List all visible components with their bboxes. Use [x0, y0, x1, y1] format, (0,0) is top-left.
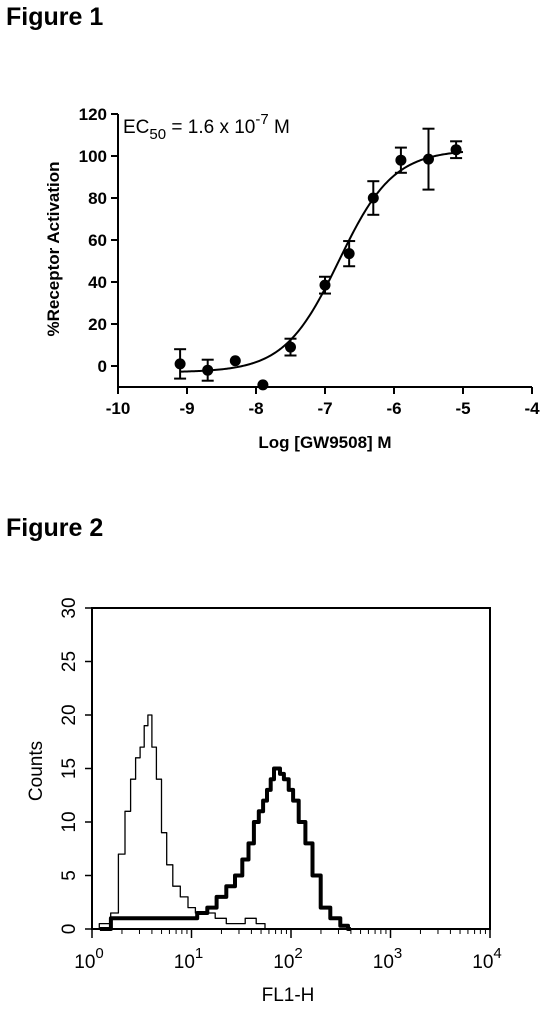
data-point	[257, 379, 269, 391]
data-point	[423, 153, 434, 165]
x-axis-label: Log [GW9508] M	[258, 433, 391, 452]
x-tick-label: -7	[317, 399, 332, 418]
y-tick-label: 120	[79, 105, 107, 124]
y-tick-label: 0	[98, 357, 107, 376]
y-tick-label: 100	[79, 147, 107, 166]
x-tick-label: -6	[386, 399, 401, 418]
x-tick-label: 104	[472, 945, 501, 973]
data-point	[343, 248, 355, 260]
data-point	[450, 144, 462, 156]
data-point	[202, 364, 214, 376]
data-point	[367, 192, 379, 204]
x-axis-label: FL1-H	[262, 985, 315, 1006]
x-tick-label: 102	[273, 945, 302, 973]
x-tick-label: 103	[373, 945, 402, 973]
plot-frame	[91, 607, 491, 930]
y-tick-label: 80	[88, 189, 107, 208]
data-point	[395, 154, 407, 166]
ec50-annotation: EC50 = 1.6 x 10-7 M	[123, 111, 290, 143]
y-tick-label: 25	[59, 651, 80, 672]
figure-2-title: Figure 2	[6, 514, 104, 542]
y-tick-label: 0	[59, 924, 80, 935]
x-tick-label: -8	[248, 399, 263, 418]
data-point	[174, 358, 186, 370]
y-tick-label: 20	[59, 704, 80, 725]
y-axis-label: %Receptor Activation	[44, 161, 63, 336]
stained-histogram	[99, 766, 351, 931]
y-axis-label: Counts	[26, 741, 47, 801]
y-tick-label: 10	[59, 811, 80, 832]
control-histogram	[92, 714, 269, 930]
x-tick-label: -5	[455, 399, 470, 418]
y-tick-label: 30	[59, 597, 80, 618]
y-tick-label: 40	[88, 273, 107, 292]
y-tick-label: 5	[59, 870, 80, 881]
x-tick-label: 100	[74, 945, 103, 973]
figure-1-title: Figure 1	[6, 3, 104, 31]
data-point	[229, 355, 241, 367]
x-tick-label: -4	[524, 399, 540, 418]
y-tick-label: 15	[59, 758, 80, 779]
y-tick-label: 60	[88, 231, 107, 250]
x-tick-label: -10	[106, 399, 131, 418]
y-tick-label: 20	[88, 315, 107, 334]
data-point	[285, 341, 296, 353]
x-tick-label: 101	[174, 945, 203, 973]
data-point	[319, 279, 331, 291]
dose-response-chart: 0 20 40 60 80 100 120 -10 -9 -8 -7 -6 -5 -4 EC50 = 1.…	[44, 105, 540, 452]
fit-curve	[180, 151, 464, 373]
x-tick-label: -9	[179, 399, 194, 418]
